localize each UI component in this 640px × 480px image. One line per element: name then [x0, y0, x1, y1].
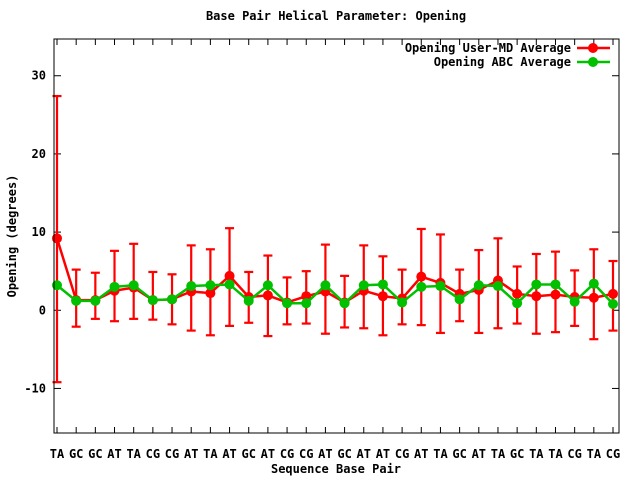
x-tick-label: TA — [203, 447, 218, 461]
y-tick-label: 0 — [39, 303, 46, 317]
x-tick-label: AT — [222, 447, 236, 461]
data-point-abc — [339, 298, 350, 309]
data-point-abc — [109, 281, 120, 292]
y-tick-label: 10 — [32, 225, 46, 239]
x-tick-label: CG — [146, 447, 160, 461]
data-point-abc — [512, 298, 523, 309]
legend-marker-user-md — [588, 43, 598, 53]
x-tick-label: AT — [261, 447, 275, 461]
data-point-abc — [377, 279, 388, 290]
x-tick-label: CG — [567, 447, 581, 461]
x-axis-ticks: TA GC GC AT TA CG CG AT TA AT GC AT CG CG AT GC AT AT CG AT… — [50, 39, 620, 461]
data-point-abc — [454, 294, 465, 305]
x-tick-label: AT — [357, 447, 371, 461]
data-point-abc — [531, 279, 542, 290]
x-tick-label: CG — [299, 447, 313, 461]
y-tick-label: 30 — [32, 69, 46, 83]
x-tick-label: AT — [376, 447, 390, 461]
data-point-abc — [282, 298, 293, 309]
data-point-abc — [243, 295, 254, 306]
data-point-user-md — [608, 288, 618, 299]
x-tick-label: GC — [337, 447, 351, 461]
data-point-user-md — [531, 291, 542, 302]
legend-label-user-md: Opening User-MD Average — [405, 41, 571, 55]
data-point-abc — [186, 281, 197, 292]
series-abc — [52, 278, 618, 310]
data-point-abc — [358, 280, 369, 291]
legend-entry-user-md: Opening User-MD Average — [405, 41, 610, 55]
x-tick-label: TA — [126, 447, 141, 461]
data-point-abc — [569, 296, 580, 307]
x-tick-label: TA — [587, 447, 602, 461]
data-point-abc — [128, 280, 139, 291]
data-point-user-md — [550, 289, 561, 300]
x-tick-label: CG — [395, 447, 409, 461]
data-point-abc — [492, 281, 503, 292]
x-tick-label: TA — [491, 447, 506, 461]
data-point-abc — [550, 279, 561, 290]
x-tick-label: TA — [548, 447, 563, 461]
plot-border — [53, 38, 620, 434]
data-point-abc — [416, 281, 427, 292]
x-tick-label: TA — [50, 447, 65, 461]
data-point-abc — [473, 280, 484, 291]
legend-marker-abc — [588, 57, 598, 67]
legend: Opening User-MD Average Opening ABC Aver… — [405, 41, 610, 69]
data-point-user-md — [205, 288, 216, 299]
data-point-abc — [588, 278, 599, 289]
x-tick-label: GC — [241, 447, 255, 461]
data-point-user-md — [588, 292, 599, 303]
legend-label-abc: Opening ABC Average — [434, 55, 571, 69]
y-axis-title: Opening (degrees) — [5, 175, 19, 298]
x-tick-label: AT — [107, 447, 121, 461]
data-point-abc — [397, 297, 408, 308]
x-tick-label: GC — [69, 447, 83, 461]
data-point-abc — [205, 280, 216, 291]
x-tick-label: GC — [510, 447, 524, 461]
x-tick-label: GC — [452, 447, 466, 461]
data-point-abc — [224, 279, 235, 290]
y-tick-label: -10 — [24, 381, 46, 395]
x-tick-label: AT — [472, 447, 486, 461]
x-tick-label: AT — [318, 447, 332, 461]
data-point-abc — [320, 280, 331, 291]
x-tick-label: CG — [280, 447, 294, 461]
data-point-abc — [262, 280, 273, 291]
data-point-user-md — [512, 288, 523, 299]
data-point-user-md — [224, 270, 235, 281]
line-abc — [56, 281, 614, 305]
x-axis-title: Sequence Base Pair — [271, 462, 401, 476]
data-point-user-md — [416, 271, 427, 282]
x-tick-label: AT — [184, 447, 198, 461]
data-point-abc — [435, 281, 446, 292]
y-tick-label: 20 — [32, 147, 46, 161]
x-tick-label: AT — [414, 447, 428, 461]
data-point-abc — [147, 295, 158, 306]
chart-title: Base Pair Helical Parameter: Opening — [206, 9, 466, 23]
data-point-abc — [167, 294, 178, 305]
data-point-abc — [608, 299, 618, 310]
data-point-user-md — [377, 291, 388, 302]
data-point-user-md — [262, 290, 273, 301]
y-axis-ticks: -10 0 10 20 30 — [24, 69, 619, 395]
error-bars-user-md — [52, 94, 618, 384]
data-point-user-md — [301, 291, 312, 302]
legend-entry-abc: Opening ABC Average — [434, 55, 610, 69]
x-tick-label: CG — [165, 447, 179, 461]
x-tick-label: TA — [529, 447, 544, 461]
data-point-abc — [301, 298, 312, 309]
data-point-abc — [71, 295, 82, 306]
x-tick-label: CG — [606, 447, 620, 461]
x-tick-label: GC — [88, 447, 102, 461]
data-point-abc — [90, 295, 101, 306]
x-tick-label: TA — [433, 447, 448, 461]
